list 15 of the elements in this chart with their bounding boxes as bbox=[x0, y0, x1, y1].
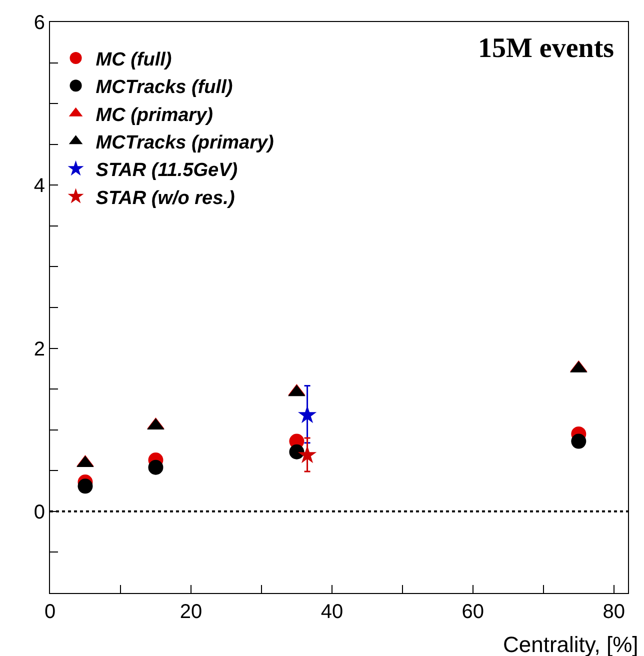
y-tick-label: 6 bbox=[34, 12, 45, 34]
y-tick-label: 0 bbox=[34, 501, 45, 524]
legend-label: MCTracks (full) bbox=[96, 77, 233, 98]
legend-label: MC (primary) bbox=[96, 104, 213, 126]
y-tick-label: 2 bbox=[34, 338, 45, 360]
annotation: 15M events bbox=[478, 33, 614, 64]
y-tick-label: 4 bbox=[34, 175, 45, 198]
legend-label: MC (full) bbox=[96, 49, 172, 70]
x-tick-label: 80 bbox=[602, 601, 626, 623]
x-tick-label: 40 bbox=[320, 601, 344, 623]
legend-label: STAR (w/o res.) bbox=[96, 188, 235, 209]
legend-label: MCTracks (primary) bbox=[96, 132, 274, 154]
x-tick-label: 60 bbox=[462, 601, 484, 623]
x-tick-label: 20 bbox=[180, 601, 202, 623]
legend-label: STAR (11.5GeV) bbox=[96, 160, 238, 182]
